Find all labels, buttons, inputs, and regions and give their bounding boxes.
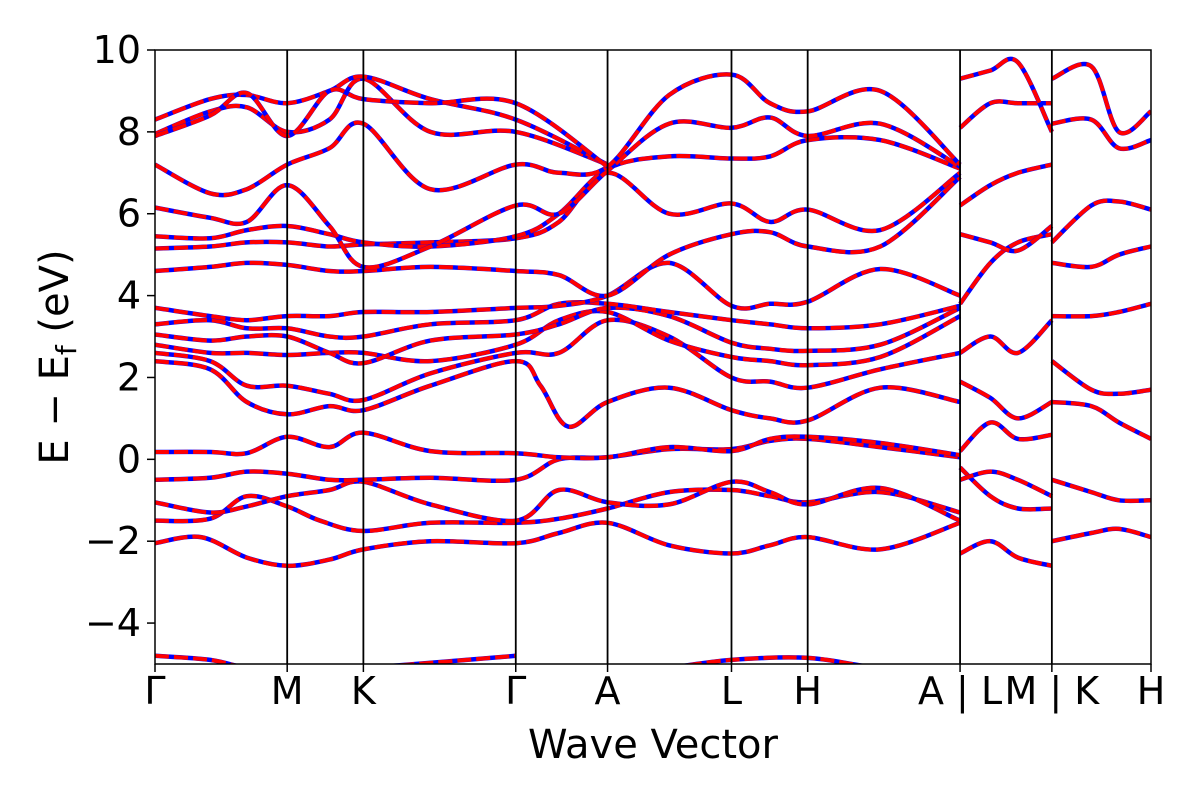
band-dft-line-37 — [1051, 244, 1151, 270]
x-tick-label-2: K — [351, 669, 377, 713]
y-tick-label-2: 0 — [117, 437, 141, 481]
x-tick-label-8: M | K — [1005, 669, 1101, 714]
y-tick-label-3: 2 — [117, 355, 141, 399]
x-tick-label-6: H — [793, 669, 822, 713]
x-axis-title: Wave Vector — [528, 722, 779, 768]
band-dft-line-6 — [155, 317, 961, 403]
band-fit-line-12 — [155, 170, 962, 251]
band-fit-line-4 — [155, 430, 961, 461]
band-dft-line-10 — [155, 260, 961, 323]
band-dft-line-26 — [959, 318, 1054, 355]
band-fit-line-40 — [1050, 62, 1151, 136]
band-dft-line-7 — [155, 309, 962, 368]
band-dft-line-2 — [155, 479, 961, 523]
y-tick-label-5: 6 — [117, 192, 141, 236]
x-tick-label-9: H — [1137, 669, 1166, 713]
bands-layer — [155, 56, 1151, 664]
band-fit-line-6 — [155, 317, 961, 404]
plot-frame — [154, 49, 1152, 665]
band-dft-line-12 — [155, 170, 962, 251]
band-dft-line-16 — [155, 76, 609, 167]
band-dft-line-21 — [959, 539, 1053, 568]
band-dft-line-8 — [155, 305, 961, 366]
band-dft-line-39 — [1051, 116, 1151, 151]
band-dft-line-25 — [959, 379, 1053, 421]
x-tick-label-1: M — [271, 669, 304, 713]
band-dft-line-23 — [959, 469, 1053, 498]
band-dft-line-3 — [155, 436, 961, 483]
x-tick-label-0: Γ — [144, 669, 165, 713]
y-tick-label-1: −2 — [85, 519, 141, 563]
band-fit-line-29 — [958, 162, 1053, 208]
high-symmetry-lines — [286, 50, 1053, 664]
band-dft-line-0 — [155, 520, 961, 568]
x-tick-label-3: Γ — [505, 669, 526, 713]
band-dft-line-28 — [959, 224, 1054, 254]
y-axis-title-main: E − E — [32, 355, 78, 465]
band-dft-line-13 — [155, 135, 961, 249]
y-axis-ticks: −4 −2 0 2 4 6 8 10 — [85, 28, 155, 645]
y-tick-label-7: 10 — [93, 28, 141, 72]
band-fit-line-27 — [958, 232, 1053, 306]
band-fit-line-11 — [155, 175, 962, 299]
y-axis-title-unit: (eV) — [32, 249, 78, 345]
band-dft-line-31 — [959, 56, 1054, 133]
y-axis-title: E − Ef (eV) — [32, 249, 83, 464]
band-dft-line-15 — [155, 72, 962, 198]
band-fit-line-26 — [958, 318, 1054, 356]
band-dft-line-33 — [1051, 477, 1151, 503]
y-tick-label-6: 8 — [117, 110, 141, 154]
band-fit-line-35 — [1050, 359, 1151, 397]
x-tick-label-7: A | L — [918, 669, 1002, 714]
band-dft-line-35 — [1050, 359, 1151, 396]
band-dft-line-27 — [958, 232, 1053, 305]
band-dft-line-30 — [958, 99, 1052, 130]
band-dft-line-36 — [1051, 301, 1151, 319]
y-tick-label-4: 4 — [117, 274, 141, 318]
y-axis-title-subscript: f — [50, 344, 83, 355]
band-dft-line-38 — [1050, 198, 1151, 244]
band-dft-line-18 — [155, 87, 609, 169]
band-dft-line-22 — [958, 466, 1052, 512]
x-tick-label-4: A — [595, 669, 621, 713]
band-dft-line-40 — [1051, 62, 1151, 136]
x-tick-label-5: L — [721, 669, 742, 713]
band-fit-line-34 — [1051, 399, 1151, 441]
band-dft-line-24 — [958, 420, 1053, 453]
band-dft-line-4 — [155, 430, 961, 461]
band-dft-line-5 — [155, 359, 961, 429]
band-dft-line-11 — [155, 175, 962, 298]
y-tick-label-0: −4 — [85, 601, 141, 645]
band-fit-line-15 — [155, 72, 962, 198]
band-dft-line-14 — [155, 115, 962, 270]
band-fit-line-33 — [1051, 477, 1151, 504]
band-dft-line-9 — [155, 300, 961, 340]
band-dft-line-29 — [958, 162, 1053, 208]
band-dft-line-17 — [155, 74, 609, 167]
band-fit-line-10 — [155, 260, 961, 323]
band-dft-line-32 — [1051, 526, 1151, 544]
